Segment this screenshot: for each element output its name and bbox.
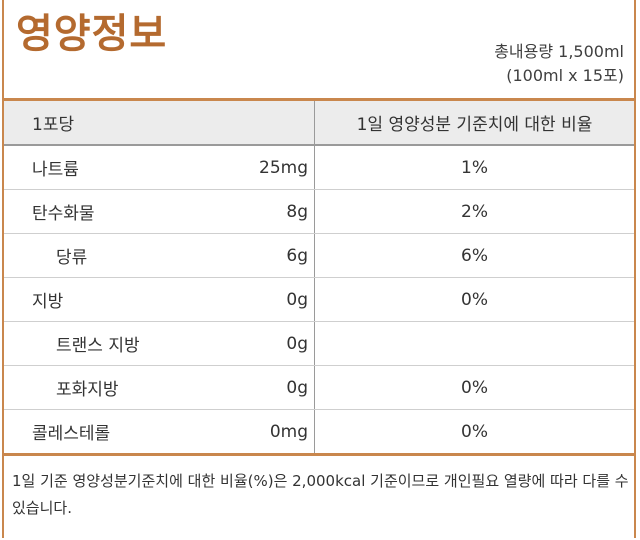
footnote: 1일 기준 영양성분기준치에 대한 비율(%)은 2,000kcal 기준이므로…: [12, 472, 629, 517]
nutrient-percent: [314, 321, 634, 366]
nutrition-table: 1포당 1일 영양성분 기준치에 대한 비율 나트륨 25mg 1% 탄수화물 …: [4, 98, 634, 456]
page-title: 영양정보: [16, 11, 168, 57]
nutrient-percent: 6%: [314, 233, 634, 278]
nutrient-name: 탄수화물: [4, 189, 246, 234]
nutrient-percent: 0%: [314, 365, 634, 410]
total-volume: 총내용량 1,500ml: [494, 42, 624, 61]
nutrient-amount: 0g: [246, 321, 315, 366]
nutrient-percent: 0%: [314, 409, 634, 456]
nutrient-amount: 8g: [246, 189, 315, 234]
table-row: 지방 0g 0%: [4, 277, 634, 322]
table-row: 콜레스테롤 0mg 0%: [4, 409, 634, 456]
nutrient-amount: 6g: [246, 233, 315, 278]
nutrient-name: 포화지방: [4, 365, 246, 410]
volume-info: 총내용량 1,500ml (100ml x 15포): [494, 40, 624, 88]
table-row: 당류 6g 6%: [4, 233, 634, 278]
nutrient-name: 지방: [4, 277, 246, 322]
nutrient-name: 트랜스 지방: [4, 321, 246, 366]
nutrient-amount: 0mg: [246, 409, 315, 456]
daily-ratio-header: 1일 영양성분 기준치에 대한 비율: [314, 98, 634, 146]
nutrient-amount: 0g: [246, 365, 315, 410]
nutrient-percent: 2%: [314, 189, 634, 234]
nutrient-name: 당류: [4, 233, 246, 278]
table-row: 트랜스 지방 0g: [4, 321, 634, 366]
table-row: 나트륨 25mg 1%: [4, 145, 634, 190]
nutrient-percent: 1%: [314, 145, 634, 190]
nutrient-name: 콜레스테롤: [4, 409, 246, 456]
serving-header: 1포당: [4, 98, 315, 146]
nutrient-percent: 0%: [314, 277, 634, 322]
nutrient-name: 나트륨: [4, 145, 246, 190]
table-header-row: 1포당 1일 영양성분 기준치에 대한 비율: [4, 98, 634, 146]
nutrient-amount: 25mg: [246, 145, 315, 190]
nutrient-amount: 0g: [246, 277, 315, 322]
package-detail: (100ml x 15포): [506, 66, 624, 85]
table-row: 탄수화물 8g 2%: [4, 189, 634, 234]
table-row: 포화지방 0g 0%: [4, 365, 634, 410]
